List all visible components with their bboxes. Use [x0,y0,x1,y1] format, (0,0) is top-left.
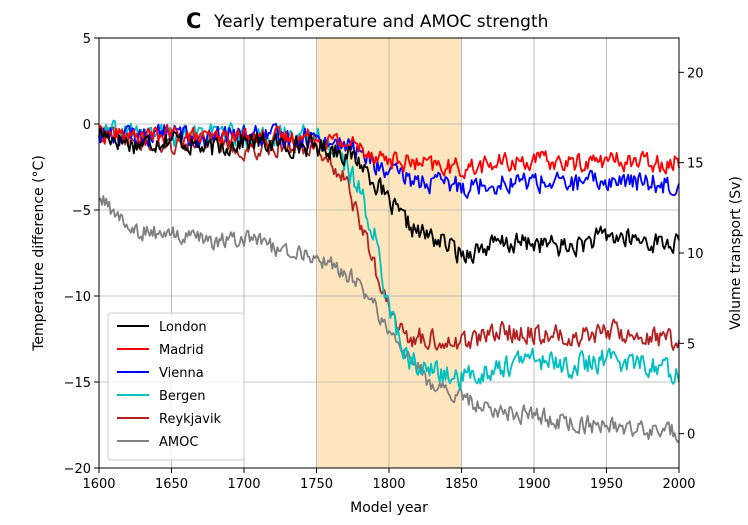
x-tick-label: 1850 [445,477,478,492]
x-tick-label: 1900 [517,477,550,492]
x-tick-label: 1950 [590,477,623,492]
y-right-tick-label: 0 [687,428,695,443]
legend-label-reykjavik: Reykjavik [159,412,222,427]
y-tick-label: −15 [64,376,91,391]
series-layer [98,119,680,443]
x-tick-label: 1750 [300,477,333,492]
y-axis-label: Temperature difference (°C) [31,155,47,352]
series-line-madrid [98,123,680,180]
y-right-tick-label: 10 [687,247,704,262]
ticks-layer: 1600 1650 1700 1750 1800 1850 1900 1950 2000 5 0 −5… [64,32,704,492]
y-tick-label: −20 [64,462,91,477]
legend-label-bergen: Bergen [159,389,206,404]
chart-title: Yearly temperature and AMOC strength [213,12,548,32]
grid-layer [98,37,680,469]
y-axis-label-right: Volume transport (Sv) [728,176,744,330]
y-tick-label: −5 [72,204,91,219]
series-line-amoc [98,195,680,443]
x-tick-label: 1600 [82,477,115,492]
legend-label-vienna: Vienna [159,366,204,381]
y-tick-label: 5 [83,32,91,47]
legend-label-madrid: Madrid [159,343,204,358]
legend: London Madrid Vienna Bergen Reykjavik AMOC [107,312,245,461]
legend-label-london: London [159,320,207,335]
shaded-period-1 [389,38,462,468]
legend-label-amoc: AMOC [159,435,198,450]
y-tick-label: −10 [64,290,91,305]
x-tick-label: 2000 [662,477,695,492]
panel-letter: C [186,9,201,33]
x-tick-label: 1800 [372,477,405,492]
y-right-tick-label: 20 [687,66,704,81]
series-line-vienna [98,122,680,199]
y-tick-label: 0 [83,118,91,133]
y-right-tick-label: 5 [687,337,695,352]
series-line-london [98,127,680,264]
x-axis-label: Model year [350,500,428,516]
y-right-tick-label: 15 [687,157,704,172]
x-tick-label: 1700 [227,477,260,492]
x-tick-label: 1650 [155,477,188,492]
